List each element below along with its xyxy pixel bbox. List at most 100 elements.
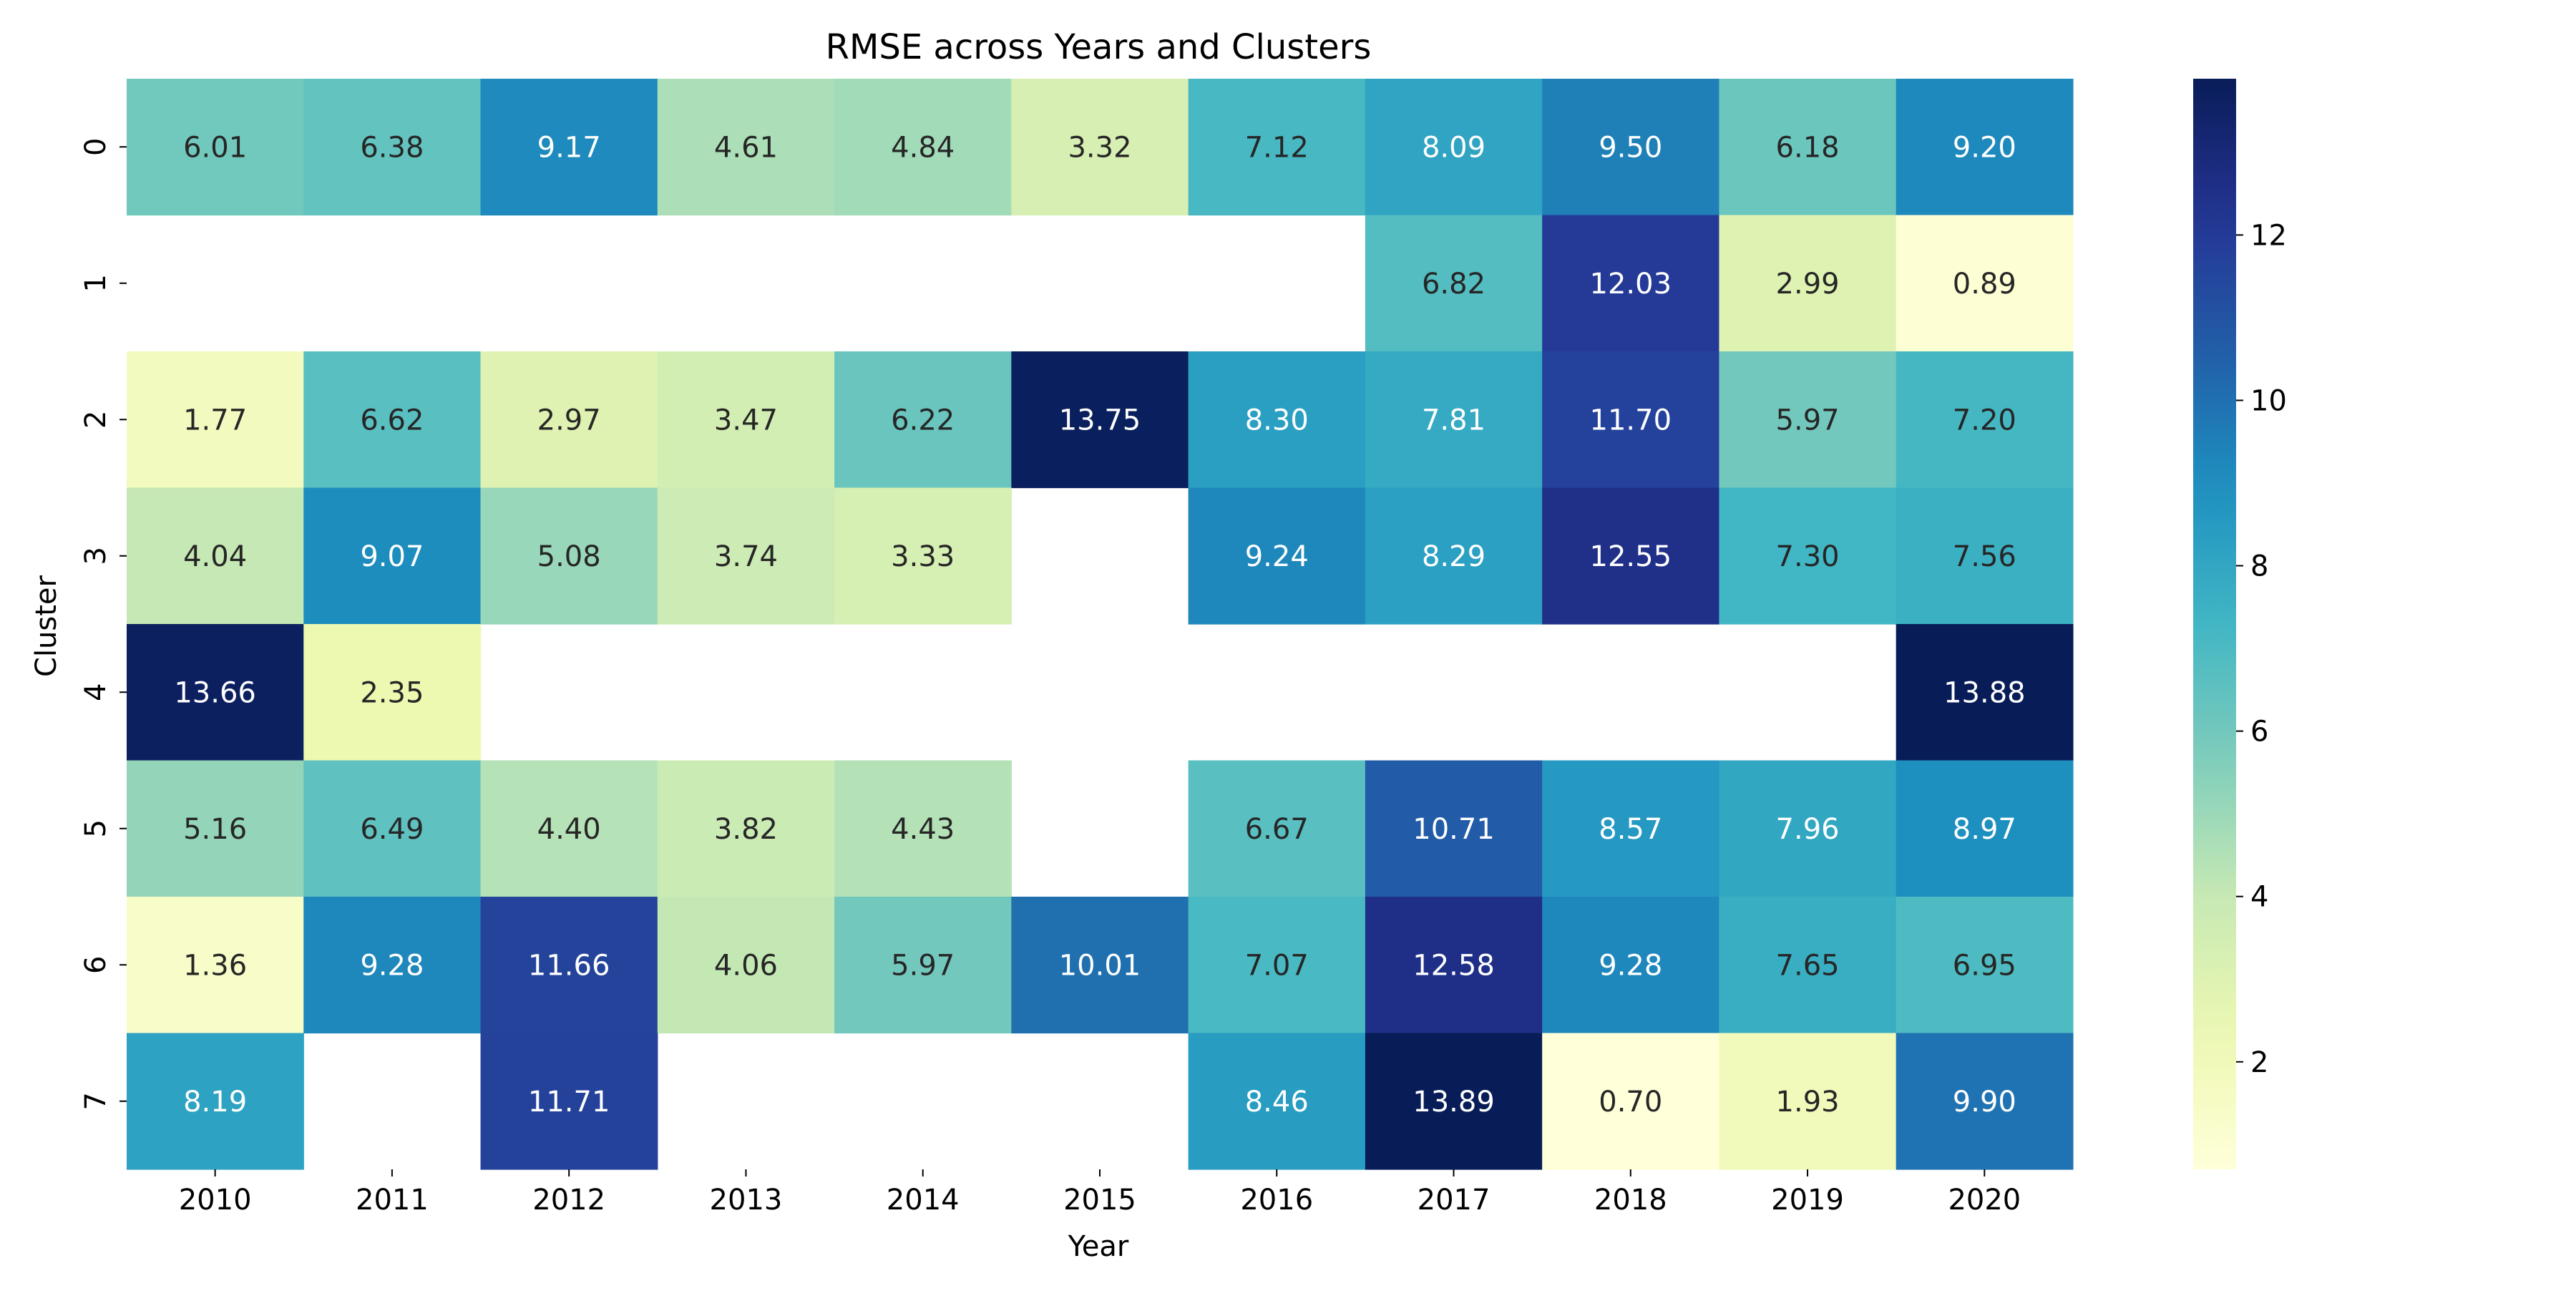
cell-value-label: 3.47 bbox=[714, 404, 778, 437]
heatmap-cell bbox=[1011, 79, 1189, 216]
x-tick-label: 2019 bbox=[1771, 1184, 1844, 1217]
colorbar-tick-label: 10 bbox=[2250, 384, 2287, 417]
heatmap-cell bbox=[834, 351, 1012, 489]
heatmap-cell bbox=[1365, 897, 1543, 1034]
cell-value-label: 8.30 bbox=[1245, 404, 1309, 437]
x-tick-label: 2010 bbox=[179, 1184, 252, 1217]
heatmap-cell bbox=[1188, 1033, 1366, 1170]
cell-value-label: 6.49 bbox=[360, 813, 424, 846]
heatmap-cell bbox=[1542, 760, 1720, 897]
cell-value-label: 4.84 bbox=[891, 131, 955, 164]
heatmap-cell bbox=[480, 351, 658, 489]
cell-value-label: 12.55 bbox=[1590, 540, 1672, 573]
x-tick-labels: 2010 2011 2012 2013 2014 2015 2016 2017 2018 2019… bbox=[179, 1169, 2021, 1217]
cell-value-label: 8.57 bbox=[1599, 813, 1662, 846]
heatmap-cell bbox=[480, 487, 658, 625]
heatmap-cell bbox=[303, 79, 482, 216]
heatmap-cell bbox=[303, 897, 482, 1034]
y-tick-label: 3 bbox=[79, 547, 112, 565]
heatmap-cell bbox=[480, 79, 658, 216]
cell-value-label: 6.38 bbox=[360, 131, 424, 164]
heatmap-cell bbox=[1896, 215, 2074, 352]
heatmap-cell bbox=[1188, 487, 1366, 625]
colorbar-tick-label: 8 bbox=[2250, 550, 2268, 583]
cell-value-label: 9.90 bbox=[1953, 1086, 2016, 1119]
heatmap-cell bbox=[1542, 1033, 1720, 1170]
cell-value-label: 7.56 bbox=[1953, 540, 2016, 573]
heatmap-cell bbox=[1542, 79, 1720, 216]
heatmap-cell bbox=[303, 624, 482, 761]
cell-value-label: 0.70 bbox=[1599, 1086, 1662, 1119]
cell-value-label: 2.99 bbox=[1776, 268, 1840, 301]
cell-value-label: 11.66 bbox=[528, 949, 610, 982]
cell-value-label: 13.88 bbox=[1943, 676, 2026, 709]
y-tick-label: 1 bbox=[79, 274, 112, 292]
cell-value-label: 6.95 bbox=[1953, 949, 2016, 982]
cell-value-label: 6.22 bbox=[891, 404, 955, 437]
x-tick-label: 2013 bbox=[710, 1184, 783, 1217]
heatmap-cells: 6.01 6.38 9.17 4.61 4.84 3.32 7.12 8.09 9.50 6.18… bbox=[127, 79, 2074, 1170]
heatmap-cell bbox=[657, 79, 835, 216]
y-axis-label: Cluster bbox=[30, 575, 63, 677]
cell-value-label: 10.01 bbox=[1059, 949, 1141, 982]
cell-value-label: 7.07 bbox=[1245, 949, 1309, 982]
cell-value-label: 9.07 bbox=[360, 540, 424, 573]
cell-value-label: 4.04 bbox=[183, 540, 247, 573]
colorbar-tick-label: 4 bbox=[2250, 881, 2268, 914]
cell-value-label: 10.71 bbox=[1413, 813, 1495, 846]
heatmap-cell bbox=[834, 79, 1012, 216]
heatmap-cell bbox=[1542, 897, 1720, 1034]
heatmap-cell bbox=[1896, 760, 2074, 897]
cell-value-label: 8.29 bbox=[1422, 540, 1485, 573]
heatmap-cell bbox=[303, 487, 482, 625]
cell-value-label: 0.89 bbox=[1953, 268, 2016, 301]
heatmap-cell bbox=[657, 760, 835, 897]
heatmap-cell bbox=[657, 351, 835, 489]
cell-value-label: 13.89 bbox=[1413, 1086, 1495, 1119]
cell-value-label: 4.06 bbox=[714, 949, 778, 982]
heatmap-cell bbox=[127, 1033, 304, 1170]
heatmap-cell bbox=[303, 760, 482, 897]
heatmap-cell bbox=[1188, 79, 1366, 216]
x-tick-label: 2018 bbox=[1594, 1184, 1667, 1217]
heatmap-cell bbox=[1011, 351, 1189, 489]
x-tick-label: 2020 bbox=[1948, 1184, 2021, 1217]
x-tick-label: 2011 bbox=[356, 1184, 429, 1217]
heatmap-cell bbox=[480, 1033, 658, 1170]
heatmap-cell bbox=[480, 760, 658, 897]
cell-value-label: 5.97 bbox=[891, 949, 955, 982]
colorbar-tick-label: 2 bbox=[2250, 1046, 2268, 1079]
cell-value-label: 6.01 bbox=[183, 131, 247, 164]
heatmap-cell bbox=[1896, 79, 2074, 216]
cell-value-label: 9.28 bbox=[360, 949, 424, 982]
heatmap-cell bbox=[1542, 215, 1720, 352]
y-tick-label: 0 bbox=[79, 138, 112, 156]
cell-value-label: 1.77 bbox=[183, 404, 247, 437]
heatmap-cell bbox=[1719, 897, 1897, 1034]
heatmap-cell bbox=[1365, 487, 1543, 625]
cell-value-label: 8.09 bbox=[1422, 131, 1485, 164]
heatmap-cell bbox=[1719, 487, 1897, 625]
cell-value-label: 6.82 bbox=[1422, 268, 1485, 301]
cell-value-label: 1.36 bbox=[183, 949, 247, 982]
cell-value-label: 11.70 bbox=[1590, 404, 1672, 437]
heatmap-cell bbox=[1188, 897, 1366, 1034]
heatmap-cell bbox=[1365, 1033, 1543, 1170]
heatmap-cell bbox=[480, 897, 658, 1034]
cell-value-label: 4.43 bbox=[891, 813, 955, 846]
heatmap-cell bbox=[1365, 760, 1543, 897]
heatmap-cell bbox=[127, 351, 304, 489]
heatmap-cell bbox=[303, 351, 482, 489]
heatmap-cell bbox=[1896, 1033, 2074, 1170]
heatmap-cell bbox=[1896, 624, 2074, 761]
heatmap-cell bbox=[1365, 79, 1543, 216]
cell-value-label: 1.93 bbox=[1776, 1086, 1840, 1119]
heatmap-cell bbox=[1719, 215, 1897, 352]
cell-value-label: 4.61 bbox=[714, 131, 778, 164]
heatmap-cell bbox=[1719, 760, 1897, 897]
cell-value-label: 11.71 bbox=[528, 1086, 610, 1119]
heatmap-cell bbox=[834, 760, 1012, 897]
cell-value-label: 9.50 bbox=[1599, 131, 1662, 164]
heatmap-cell bbox=[657, 487, 835, 625]
